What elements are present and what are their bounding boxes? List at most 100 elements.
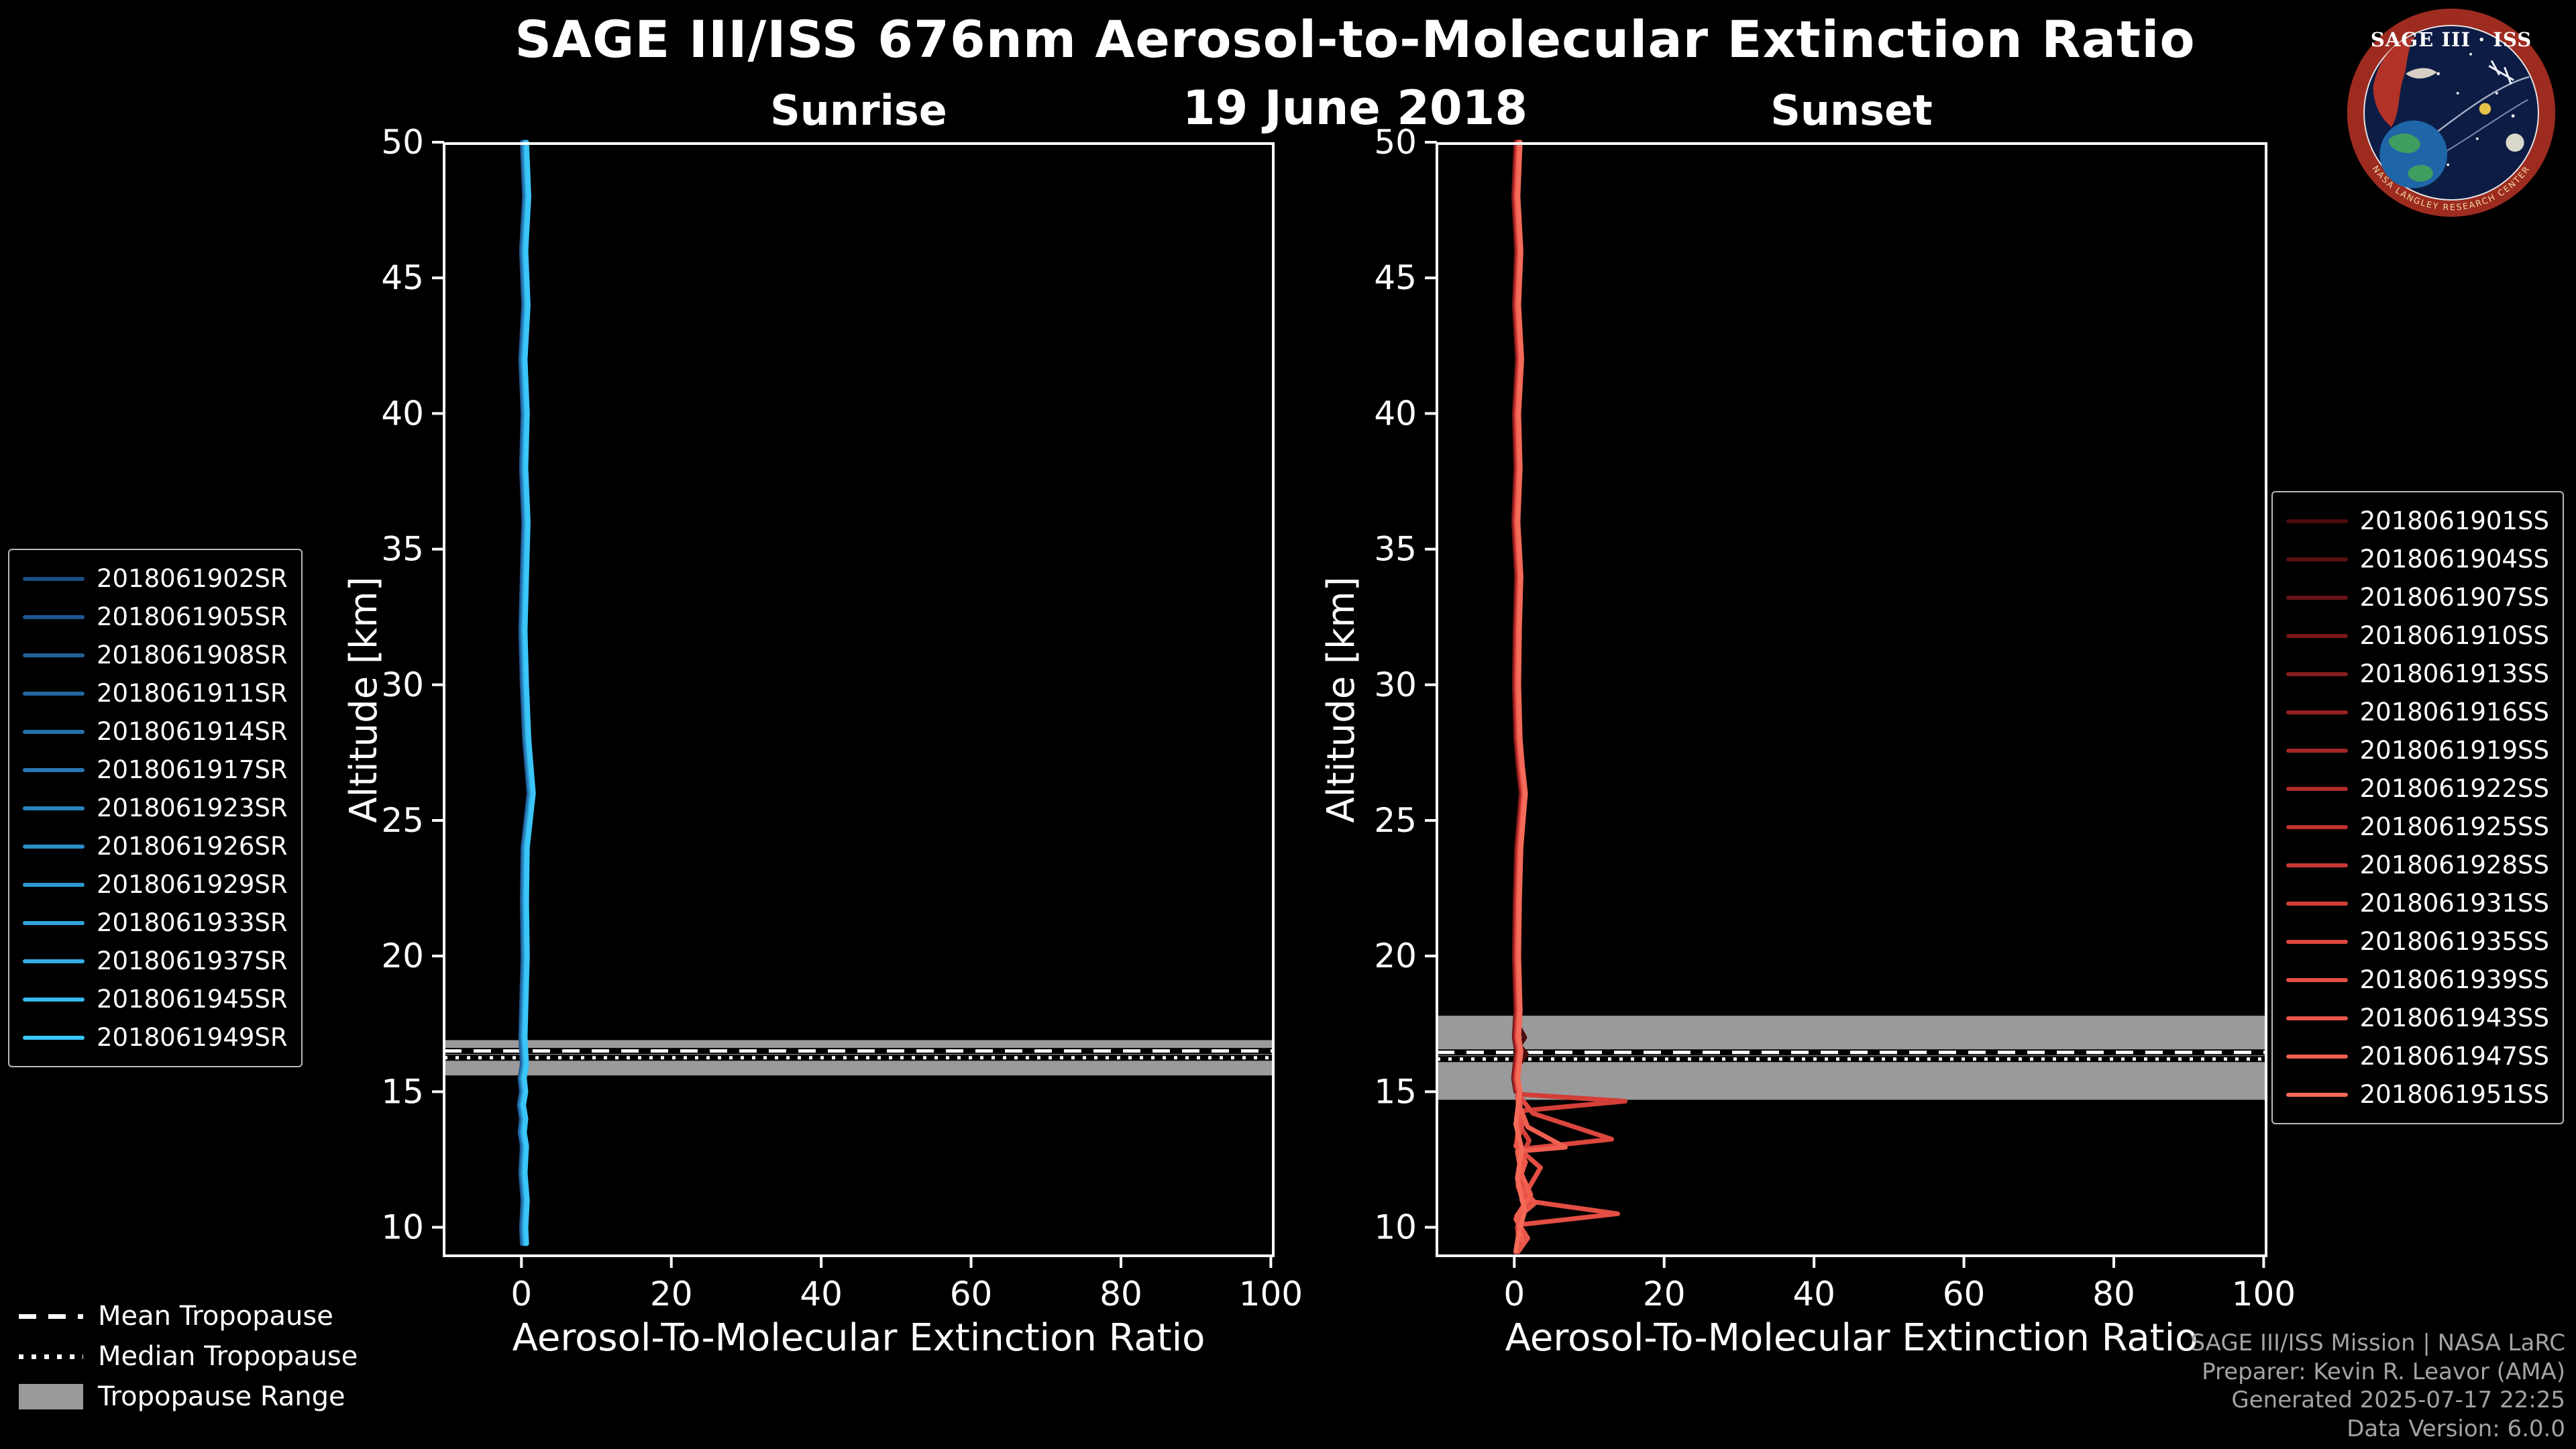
legend-entry-label: 2018061935SS: [2359, 927, 2549, 956]
legend-entry-label: 2018061933SR: [97, 908, 288, 937]
sunrise-plot: 0 20 40 60 80 100 10 15 20 25 30 35 40 45 50: [381, 123, 1303, 1313]
sunset-x-axis-label: Aerosol-To-Molecular Extinction Ratio: [1505, 1316, 2198, 1360]
legend-entry: 2018061917SR: [23, 751, 288, 789]
legend-entry-label: 2018061910SS: [2359, 621, 2549, 650]
legend-entry: 2018061907SS: [2286, 578, 2549, 616]
legend-entry-label: 2018061919SS: [2359, 736, 2549, 765]
legend-line-swatch-icon: [2286, 1092, 2348, 1097]
dotted-line-swatch-icon: [19, 1354, 83, 1359]
sunset-plot: 0 20 40 60 80 100 10 15 20 25 30 35 40 45 50: [1374, 123, 2296, 1313]
median-tropopause-label: Median Tropopause: [98, 1341, 358, 1372]
legend-entry-label: 2018061904SS: [2359, 545, 2549, 574]
svg-text:45: 45: [381, 258, 424, 297]
legend-line-swatch-icon: [23, 959, 85, 963]
legend-line-swatch-icon: [23, 767, 85, 772]
credits: SAGE III/ISS Mission | NASA LaRC Prepare…: [2190, 1329, 2565, 1444]
legend-line-swatch-icon: [2286, 977, 2348, 982]
legend-entry: 2018061913SS: [2286, 655, 2549, 693]
legend-line-swatch-icon: [2286, 710, 2348, 714]
legend-line-swatch-icon: [2286, 901, 2348, 906]
legend-line-swatch-icon: [23, 576, 85, 581]
legend-line-swatch-icon: [2286, 824, 2348, 829]
svg-text:100: 100: [2232, 1275, 2296, 1313]
svg-text:0: 0: [1503, 1275, 1525, 1313]
credit-line-mission: SAGE III/ISS Mission | NASA LaRC: [2190, 1329, 2565, 1356]
legend-entry: 2018061916SS: [2286, 693, 2549, 731]
sunrise-subtitle: Sunrise: [770, 86, 947, 135]
range-swatch-icon: [19, 1384, 83, 1409]
legend-entry-label: 2018061902SR: [97, 564, 288, 593]
legend-entry-label: 2018061917SR: [97, 755, 288, 784]
legend-entry: 2018061901SS: [2286, 502, 2549, 540]
earth-land-icon: [2408, 164, 2433, 182]
svg-text:30: 30: [1374, 665, 1417, 704]
svg-text:60: 60: [1943, 1275, 1986, 1313]
legend-entry-label: 2018061907SS: [2359, 583, 2549, 612]
legend-line-swatch-icon: [2286, 557, 2348, 561]
svg-text:10: 10: [381, 1208, 424, 1247]
svg-text:15: 15: [381, 1072, 424, 1111]
legend-entry: 2018061939SS: [2286, 961, 2549, 999]
svg-text:40: 40: [1792, 1275, 1835, 1313]
median-tropopause-legend-entry: Median Tropopause: [19, 1340, 358, 1373]
svg-text:20: 20: [381, 936, 424, 975]
svg-text:15: 15: [1374, 1072, 1417, 1111]
figure-date: 19 June 2018: [1182, 80, 1528, 136]
mean-tropopause-legend-entry: Mean Tropopause: [19, 1300, 358, 1332]
legend-line-swatch-icon: [2286, 595, 2348, 600]
legend-entry: 2018061949SR: [23, 1018, 288, 1057]
sunrise-x-axis-label: Aerosol-To-Molecular Extinction Ratio: [512, 1316, 1205, 1360]
tropopause-range-legend-entry: Tropopause Range: [19, 1381, 358, 1413]
mean-tropopause-label: Mean Tropopause: [98, 1301, 333, 1332]
legend-entry-label: 2018061913SS: [2359, 659, 2549, 688]
credit-line-preparer: Preparer: Kevin R. Leavor (AMA): [2202, 1358, 2565, 1385]
svg-text:30: 30: [381, 665, 424, 704]
legend-entry-label: 2018061901SS: [2359, 506, 2549, 535]
moon-icon: [2506, 133, 2524, 152]
svg-text:20: 20: [650, 1275, 693, 1313]
svg-text:80: 80: [1099, 1275, 1142, 1313]
legend-line-swatch-icon: [23, 691, 85, 696]
legend-line-swatch-icon: [2286, 748, 2348, 753]
legend-entry: 2018061928SS: [2286, 846, 2549, 884]
legend-entry: 2018061945SR: [23, 980, 288, 1018]
svg-text:100: 100: [1239, 1275, 1303, 1313]
legend-line-swatch-icon: [2286, 939, 2348, 944]
legend-entry: 2018061908SR: [23, 636, 288, 674]
legend-entry-label: 2018061937SR: [97, 947, 288, 975]
svg-text:50: 50: [1374, 123, 1417, 162]
legend-entry-label: 2018061922SS: [2359, 774, 2549, 803]
tropopause-range-label: Tropopause Range: [98, 1381, 345, 1412]
sun-icon: [2479, 103, 2491, 115]
legend-entry-label: 2018061914SR: [97, 717, 288, 746]
legend-entry: 2018061911SR: [23, 674, 288, 712]
legend-entry-label: 2018061905SR: [97, 602, 288, 631]
sage-iss-logo: SAGE III · ISS NASA LANGLEY RESEARCH CEN…: [2347, 8, 2556, 217]
legend-entry-label: 2018061945SR: [97, 985, 288, 1014]
legend-entry: 2018061931SS: [2286, 884, 2549, 922]
legend-entry-label: 2018061931SS: [2359, 889, 2549, 918]
legend-entry: 2018061929SR: [23, 865, 288, 904]
legend-entry-label: 2018061923SR: [97, 794, 288, 822]
legend-line-swatch-icon: [23, 997, 85, 1002]
legend-line-swatch-icon: [23, 1035, 85, 1040]
legend-entry: 2018061923SR: [23, 789, 288, 827]
legend-line-swatch-icon: [23, 882, 85, 887]
legend-entry-label: 2018061943SS: [2359, 1004, 2549, 1032]
svg-text:25: 25: [381, 801, 424, 840]
legend-entry-label: 2018061949SR: [97, 1023, 288, 1052]
legend-entry-label: 2018061926SR: [97, 832, 288, 861]
legend-line-swatch-icon: [2286, 1016, 2348, 1020]
svg-text:20: 20: [1643, 1275, 1686, 1313]
svg-text:40: 40: [1374, 394, 1417, 433]
legend-entry-label: 2018061951SS: [2359, 1080, 2549, 1109]
svg-text:60: 60: [950, 1275, 993, 1313]
figure-title: SAGE III/ISS 676nm Aerosol-to-Molecular …: [515, 9, 2196, 69]
sunset-legend: 2018061901SS 2018061904SS 2018061907SS 2018…: [2271, 491, 2564, 1124]
svg-text:25: 25: [1374, 801, 1417, 840]
legend-line-swatch-icon: [23, 653, 85, 657]
legend-entry: 2018061919SS: [2286, 731, 2549, 769]
legend-line-swatch-icon: [2286, 672, 2348, 676]
legend-entry-label: 2018061947SS: [2359, 1042, 2549, 1071]
legend-entry-label: 2018061908SR: [97, 641, 288, 669]
